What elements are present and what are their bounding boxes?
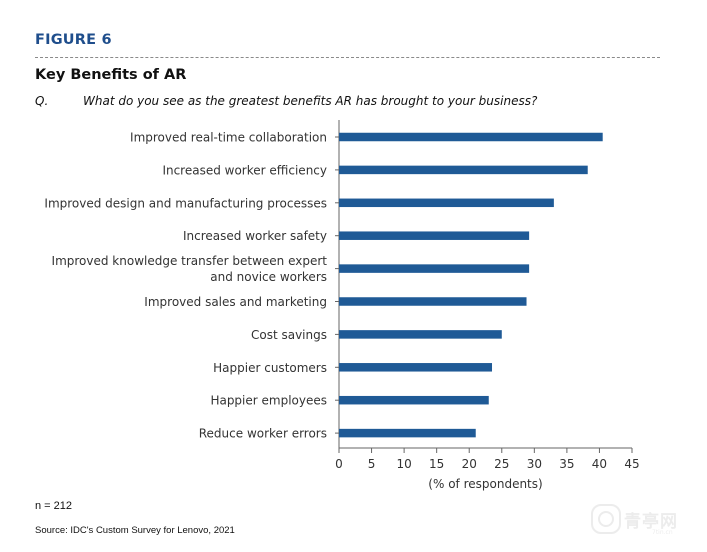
category-label: Improved sales and marketing (144, 295, 327, 309)
bar (339, 132, 603, 142)
x-tick-label: 10 (396, 457, 411, 471)
watermark-icon (591, 504, 621, 534)
divider (35, 57, 660, 58)
x-axis-title: (% of respondents) (428, 477, 542, 491)
bar (339, 198, 554, 208)
category-label: Improved knowledge transfer between expe… (52, 254, 328, 268)
bar-chart: 0 5 10 15 20 25 30 35 40 45 (% of respondents) Impr… (44, 120, 640, 491)
bar (339, 395, 489, 405)
category-label: Happier customers (213, 361, 327, 375)
question-label: Q. (35, 94, 49, 108)
question-text: What do you see as the greatest benefits… (83, 94, 538, 108)
category-label: Happier employees (210, 394, 327, 408)
x-tick-label: 35 (559, 457, 574, 471)
category-label: Improved design and manufacturing proces… (44, 196, 327, 210)
category-label: Increased worker efficiency (162, 163, 327, 177)
x-tick-label: 0 (335, 457, 343, 471)
bar (339, 330, 502, 339)
category-label: Reduce worker errors (199, 427, 327, 441)
category-label: Cost savings (251, 328, 327, 342)
bar (339, 165, 588, 175)
x-tick-label: 40 (592, 457, 607, 471)
x-tick-label: 45 (624, 457, 639, 471)
x-tick-label: 30 (527, 457, 542, 471)
sample-size-note: n = 212 (35, 500, 73, 512)
bar (339, 428, 476, 438)
chart-title: Key Benefits of AR (35, 67, 187, 83)
category-label: and novice workers (210, 270, 327, 284)
watermark-sub: 7tin.cn (652, 529, 673, 536)
category-label: Increased worker safety (183, 229, 327, 243)
watermark-text: 青亭网 (624, 512, 678, 532)
category-label: Improved real-time collaboration (130, 131, 327, 145)
bar (339, 297, 527, 306)
x-tick-label: 5 (368, 457, 376, 471)
x-tick-label: 15 (429, 457, 444, 471)
x-tick-label: 20 (462, 457, 477, 471)
bar (339, 264, 530, 273)
bar (339, 363, 493, 372)
figure-label: FIGURE 6 (35, 32, 112, 48)
watermark-logo: 青亭网 7tin.cn (590, 503, 698, 537)
bar (339, 231, 530, 240)
source-note: Source: IDC's Custom Survey for Lenovo, … (35, 525, 235, 536)
x-tick-label: 25 (494, 457, 509, 471)
